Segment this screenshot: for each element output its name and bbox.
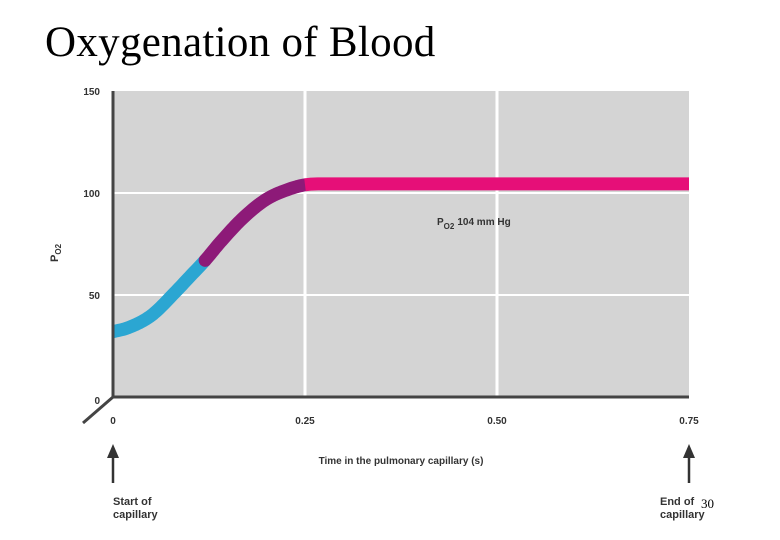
x-axis-title: Time in the pulmonary capillary (s) xyxy=(319,456,484,467)
y-tick-label: 150 xyxy=(83,87,100,98)
axes xyxy=(82,91,689,425)
po2-annotation-value: 104 mm Hg xyxy=(457,217,510,228)
end-label-line1: End of xyxy=(660,496,695,508)
end-label-line2: capillary xyxy=(660,509,706,521)
origin-diagonal xyxy=(82,395,114,425)
po2-annotation: PO2 104 mm Hg xyxy=(437,217,511,231)
slide-title: Oxygenation of Blood xyxy=(45,19,436,66)
x-tick-label: 0.25 xyxy=(295,416,315,427)
start-arrow-head xyxy=(107,444,119,458)
po2-curve xyxy=(108,177,690,339)
capillary-markers xyxy=(107,444,695,483)
curve-segment-deoxygenated xyxy=(108,255,211,339)
y-axis-title: PO2 xyxy=(49,243,63,262)
start-label-line2: capillary xyxy=(113,509,159,521)
y-tick-label: 0 xyxy=(94,396,100,407)
y-tick-label: 100 xyxy=(83,189,100,200)
start-label-line1: Start of xyxy=(113,496,152,508)
po2-annotation-main: P xyxy=(437,217,444,228)
curve-segment-oxygenating xyxy=(198,178,312,267)
x-tick-label: 0.75 xyxy=(679,416,699,427)
x-tick-label: 0.50 xyxy=(487,416,507,427)
x-tick-label: 0 xyxy=(110,416,116,427)
end-arrow-head xyxy=(683,444,695,458)
tick-labels: 0 0.25 0.50 0.75 0 50 100 150 xyxy=(83,87,699,427)
curve-segment-oxygenated xyxy=(304,177,690,192)
y-tick-label: 50 xyxy=(89,291,101,302)
plot-background xyxy=(113,91,689,397)
y-axis-title-sub: O2 xyxy=(54,243,63,254)
grid xyxy=(113,91,689,397)
po2-annotation-sub: O2 xyxy=(444,222,455,231)
y-axis-title-main: P xyxy=(49,255,61,262)
page-number: 30 xyxy=(701,496,714,511)
